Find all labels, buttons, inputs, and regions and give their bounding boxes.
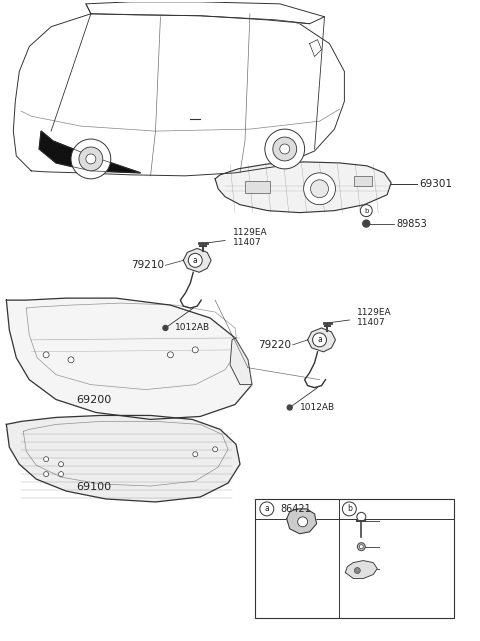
Circle shape [59, 462, 63, 467]
Text: a: a [264, 504, 269, 513]
Text: 79220: 79220 [258, 340, 291, 350]
Circle shape [357, 512, 366, 521]
Polygon shape [6, 415, 240, 502]
Text: 11407: 11407 [357, 318, 386, 327]
Polygon shape [287, 509, 316, 534]
Circle shape [44, 456, 48, 462]
FancyBboxPatch shape [255, 499, 454, 619]
Text: 1012AB: 1012AB [175, 324, 211, 333]
Polygon shape [86, 2, 324, 24]
Text: 11407: 11407 [233, 238, 262, 247]
Circle shape [304, 173, 336, 204]
Text: 1360GG: 1360GG [381, 542, 418, 551]
Circle shape [86, 154, 96, 164]
Circle shape [280, 144, 290, 154]
Circle shape [44, 472, 48, 477]
Circle shape [342, 502, 356, 516]
Circle shape [168, 352, 173, 358]
Circle shape [193, 452, 198, 456]
Circle shape [363, 220, 370, 227]
Text: 1129EA: 1129EA [233, 228, 268, 237]
Text: b: b [364, 208, 369, 213]
Text: 89853: 89853 [396, 219, 427, 229]
Bar [245, 181, 270, 193]
Circle shape [43, 352, 49, 358]
Circle shape [360, 204, 372, 217]
Circle shape [357, 543, 365, 551]
Text: 89850E: 89850E [381, 564, 416, 573]
Text: 86421: 86421 [281, 504, 312, 514]
Text: a: a [193, 256, 198, 265]
Circle shape [188, 253, 202, 267]
Circle shape [273, 137, 297, 161]
Bar [354, 176, 372, 186]
Polygon shape [39, 131, 141, 173]
Circle shape [360, 545, 363, 549]
Circle shape [213, 447, 217, 452]
Circle shape [260, 502, 274, 516]
Text: 89859: 89859 [381, 517, 410, 526]
Circle shape [192, 347, 198, 353]
Text: 69100: 69100 [76, 482, 111, 492]
Circle shape [312, 333, 326, 347]
Text: 69301: 69301 [419, 179, 452, 189]
Text: 1129EA: 1129EA [357, 308, 392, 317]
Circle shape [68, 357, 74, 363]
Text: 69200: 69200 [76, 395, 111, 404]
Polygon shape [308, 328, 336, 352]
Polygon shape [346, 561, 377, 578]
Text: 79210: 79210 [131, 260, 164, 271]
Circle shape [163, 326, 168, 331]
Polygon shape [183, 249, 211, 272]
Circle shape [354, 567, 360, 574]
Polygon shape [13, 7, 344, 176]
Circle shape [287, 405, 292, 410]
Circle shape [265, 129, 305, 169]
Polygon shape [6, 298, 252, 419]
Circle shape [298, 517, 308, 527]
Circle shape [79, 147, 103, 171]
Polygon shape [230, 338, 252, 385]
Circle shape [71, 139, 111, 179]
Polygon shape [215, 162, 391, 213]
Text: 1012AB: 1012AB [300, 403, 335, 412]
Text: a: a [317, 335, 322, 344]
Text: b: b [347, 504, 352, 513]
Circle shape [59, 472, 63, 477]
Circle shape [311, 180, 328, 197]
